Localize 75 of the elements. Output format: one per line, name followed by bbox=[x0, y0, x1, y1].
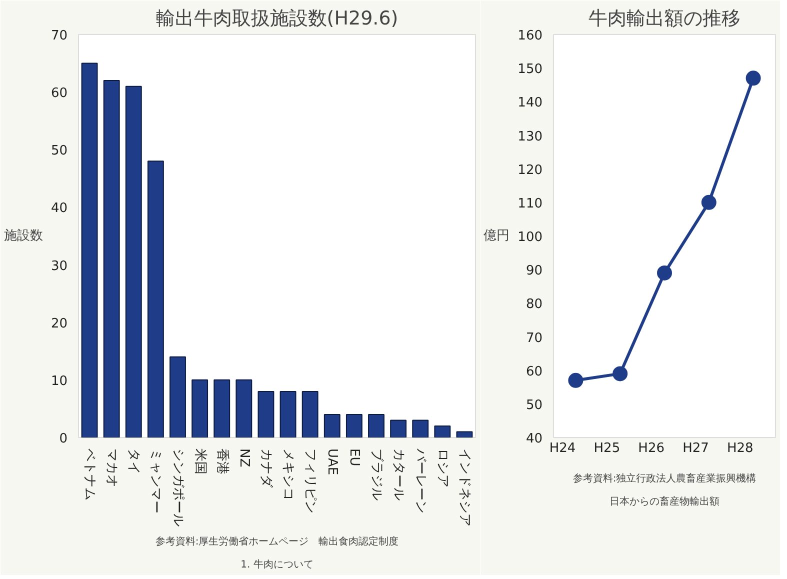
y-tick-label: 40 bbox=[50, 201, 68, 216]
x-tick-label: 香港 bbox=[214, 448, 230, 474]
x-tick-label: NZ bbox=[236, 448, 252, 468]
y-tick-label: 60 bbox=[526, 364, 543, 380]
x-tick-label: H24 bbox=[549, 441, 576, 456]
y-tick-label: 90 bbox=[526, 264, 543, 279]
y-tick-label: 130 bbox=[518, 129, 543, 144]
y-tick-label: 10 bbox=[50, 374, 68, 389]
bar bbox=[125, 86, 142, 438]
bar bbox=[346, 414, 362, 438]
bar bbox=[147, 160, 164, 438]
bar bbox=[456, 431, 473, 438]
bar bbox=[280, 390, 296, 438]
bar bbox=[170, 356, 186, 438]
y-tick-label: 50 bbox=[50, 144, 68, 159]
y-axis-title: 施設数 bbox=[4, 228, 43, 244]
y-tick-label: 100 bbox=[518, 230, 543, 245]
y-tick-label: 80 bbox=[526, 297, 543, 312]
bar bbox=[390, 420, 407, 438]
x-tick-label: H26 bbox=[638, 441, 665, 456]
y-tick-label: 140 bbox=[518, 96, 543, 111]
bar bbox=[324, 414, 340, 438]
point bbox=[746, 70, 761, 86]
y-tick-label: 20 bbox=[50, 316, 68, 332]
y-tick-label: 70 bbox=[50, 28, 68, 44]
y-tick-label: 150 bbox=[518, 62, 543, 78]
bar bbox=[81, 62, 98, 438]
y-tick-label: 40 bbox=[526, 432, 543, 446]
y-tick-label: 110 bbox=[518, 196, 543, 212]
y-tick-label: 70 bbox=[526, 330, 543, 346]
bar bbox=[192, 379, 208, 438]
chart-title: 牛肉輸出額の推移 bbox=[588, 8, 740, 30]
y-tick-label: 50 bbox=[526, 398, 543, 413]
y-tick-label: 60 bbox=[50, 86, 68, 102]
point bbox=[701, 194, 716, 210]
x-tick-label: UAE bbox=[324, 448, 340, 476]
x-tick-label: バーレーン bbox=[412, 448, 428, 514]
bar bbox=[434, 425, 451, 438]
x-tick-label: フィリピン bbox=[302, 448, 318, 514]
x-tick-label: H25 bbox=[594, 441, 620, 456]
x-tick-label: メキシコ bbox=[280, 448, 296, 500]
x-tick-label: H27 bbox=[682, 441, 709, 456]
x-tick-label: カタール bbox=[390, 448, 406, 500]
y-tick-label: 0 bbox=[59, 432, 68, 446]
bar bbox=[302, 390, 318, 438]
x-tick-label: シンガポール bbox=[170, 448, 186, 526]
bar bbox=[412, 420, 429, 438]
chart-title: 輸出牛肉取扱施設数(H29.6) bbox=[156, 8, 398, 30]
x-tick-label: ベトナム bbox=[82, 448, 98, 500]
text: 参考資料:厚生労働省ホームページ 輸出食肉認定制度 bbox=[155, 536, 399, 548]
x-tick-label: カナダ bbox=[258, 448, 274, 488]
x-tick-label: タイ bbox=[126, 448, 142, 474]
bar bbox=[368, 414, 384, 438]
point bbox=[657, 265, 672, 280]
x-tick-label: 米国 bbox=[192, 448, 208, 474]
x-tick-label: ミャンマー bbox=[148, 448, 164, 514]
x-tick-label: ロシア bbox=[434, 448, 450, 488]
bar bbox=[258, 390, 274, 438]
text: 日本からの畜産物輸出額 bbox=[610, 496, 720, 508]
bar bbox=[103, 80, 120, 438]
y-tick-label: 160 bbox=[518, 28, 543, 44]
x-tick-label: H28 bbox=[726, 441, 754, 456]
text: 参考資料:独立行政法人農畜産業振興機構 bbox=[572, 472, 756, 484]
y-tick-label: 120 bbox=[518, 162, 543, 178]
bar bbox=[214, 379, 230, 438]
x-tick-label: ブラジル bbox=[368, 448, 384, 500]
y-axis-title: 億円 bbox=[484, 228, 510, 244]
text: 1. 牛肉について bbox=[240, 558, 314, 570]
point bbox=[568, 372, 584, 388]
y-tick-label: 30 bbox=[50, 258, 68, 274]
x-tick-label: マカオ bbox=[104, 448, 120, 488]
bar bbox=[236, 379, 252, 438]
x-tick-label: インドネシア bbox=[456, 448, 472, 526]
x-tick-label: EU bbox=[346, 448, 362, 466]
point bbox=[612, 366, 628, 382]
